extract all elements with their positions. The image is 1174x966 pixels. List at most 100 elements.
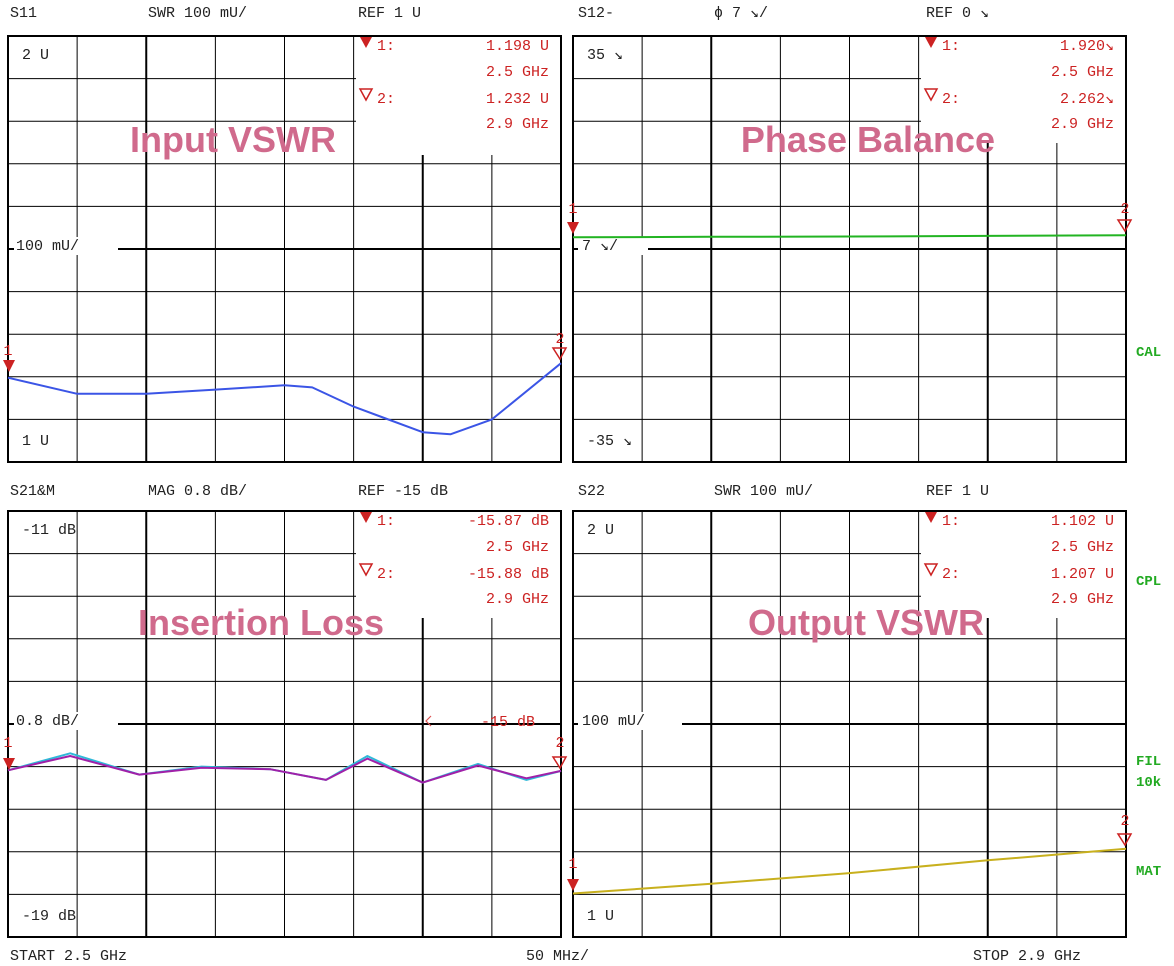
grid [573, 36, 1126, 462]
scale-label: SWR 100 mU/ [714, 483, 813, 500]
trace-line-0 [7, 362, 562, 436]
marker-2-id: 2: [942, 566, 960, 583]
side-label-cal: CAL [1136, 345, 1161, 361]
y-bottom-label: -19 dB [22, 908, 76, 925]
ref-level-bracket [425, 715, 432, 727]
marker-2-symbol [358, 88, 374, 102]
scale-label: MAG 0.8 dB/ [148, 483, 247, 500]
marker-1-value: 1.198 U [486, 38, 549, 55]
panel-phase-balance: S12- ϕ 7 ↘/ REF 0 ↘ 35 ↘ 7 ↘/ -35 ↘ 1: 1… [567, 5, 1133, 463]
marker-1-freq: 2.5 GHz [486, 64, 549, 81]
marker-2-value: 1.232 U [486, 91, 549, 108]
marker-2-value: -15.88 dB [468, 566, 549, 583]
y-top-label: 35 ↘ [587, 47, 623, 64]
marker-1-id: 1: [942, 513, 960, 530]
trace-marker-1 [3, 360, 15, 372]
marker-1-value: 1.102 U [1051, 513, 1114, 530]
trace-marker-2 [551, 756, 568, 770]
marker-box [921, 37, 1125, 143]
y-bottom-label: 1 U [587, 908, 614, 925]
trace-marker-2-label: 2 [1120, 813, 1129, 830]
side-label-cpl: CPL [1136, 574, 1161, 590]
marker-1-id: 1: [942, 38, 960, 55]
param-label: S11 [10, 5, 37, 22]
panel-insertion-loss: S21&M MAG 0.8 dB/ REF -15 dB -11 dB 0.8 … [3, 483, 568, 938]
param-label: S21&M [10, 483, 55, 500]
side-label-mat: MAT [1136, 864, 1161, 880]
y-bottom-label: 1 U [22, 433, 49, 450]
y-scale-label: 100 mU/ [582, 713, 645, 730]
trace-marker-1 [567, 222, 579, 234]
marker-1-value: 1.920↘ [1060, 38, 1114, 55]
marker-1-freq: 2.5 GHz [486, 539, 549, 556]
trace-line-0 [572, 234, 1127, 239]
y-top-label: 2 U [587, 522, 614, 539]
marker-2-value: 1.207 U [1051, 566, 1114, 583]
trace-marker-1-label: 1 [568, 201, 577, 218]
start-frequency: START 2.5 GHz [10, 948, 127, 965]
traces [7, 362, 562, 436]
trace-marker-2 [1116, 219, 1133, 233]
marker-1-id: 1: [377, 513, 395, 530]
trace-line-0 [572, 847, 1127, 895]
frequency-division: 50 MHz/ [526, 948, 589, 965]
marker-1-symbol [925, 512, 937, 523]
scale-label: SWR 100 mU/ [148, 5, 247, 22]
panel-output-vswr: S22 SWR 100 mU/ REF 1 U 2 U 100 mU/ 1 U … [567, 483, 1133, 938]
marker-2-id: 2: [942, 91, 960, 108]
panel-input-vswr: S11 SWR 100 mU/ REF 1 U 2 U 100 mU/ 1 U … [3, 5, 568, 463]
trace-marker-2-label: 2 [555, 735, 564, 752]
marker-1-freq: 2.5 GHz [1051, 539, 1114, 556]
trace-marker-1-label: 1 [3, 735, 12, 752]
trace-marker-2 [1116, 833, 1133, 847]
ref-label: REF 1 U [926, 483, 989, 500]
marker-box [356, 512, 560, 618]
param-label: S12- [578, 5, 614, 22]
marker-box [356, 37, 560, 155]
y-bottom-label: -35 ↘ [587, 433, 632, 450]
side-label-10k: 10k [1136, 775, 1161, 791]
marker-1-id: 1: [377, 38, 395, 55]
trace-line-1 [7, 755, 562, 784]
trace-marker-1-label: 1 [3, 343, 12, 360]
trace-marker-1-label: 1 [568, 856, 577, 873]
ref-label: REF -15 dB [358, 483, 448, 500]
panel-title: Insertion Loss [138, 602, 384, 643]
marker-1-symbol [360, 37, 372, 48]
y-scale-label: 7 ↘/ [582, 238, 618, 255]
stop-frequency: STOP 2.9 GHz [973, 948, 1081, 965]
marker-1-symbol [925, 37, 937, 48]
traces [572, 234, 1127, 239]
marker-1-symbol [360, 512, 372, 523]
marker-2-freq: 2.9 GHz [486, 116, 549, 133]
trace-marker-2-label: 2 [1120, 201, 1129, 218]
panel-title: Output VSWR [748, 602, 984, 643]
side-label-fil: FIL [1136, 754, 1161, 770]
marker-2-freq: 2.9 GHz [486, 591, 549, 608]
trace-marker-2 [551, 347, 568, 361]
marker-2-symbol [923, 88, 939, 102]
traces [7, 752, 562, 784]
trace-marker-1 [567, 879, 579, 891]
marker-2-symbol [358, 563, 374, 577]
trace-marker-1 [3, 758, 15, 770]
ref-label: REF 1 U [358, 5, 421, 22]
marker-2-freq: 2.9 GHz [1051, 116, 1114, 133]
marker-2-id: 2: [377, 91, 395, 108]
marker-2-id: 2: [377, 566, 395, 583]
marker-2-freq: 2.9 GHz [1051, 591, 1114, 608]
param-label: S22 [578, 483, 605, 500]
ref-level-label: -15 dB [481, 714, 535, 731]
panel-title: Input VSWR [130, 119, 336, 160]
scale-label: ϕ 7 ↘/ [714, 5, 768, 22]
y-scale-label: 100 mU/ [16, 238, 79, 255]
panel-title: Phase Balance [741, 119, 995, 160]
marker-1-value: -15.87 dB [468, 513, 549, 530]
marker-box [921, 512, 1125, 618]
ref-label: REF 0 ↘ [926, 5, 989, 22]
grid [8, 511, 561, 937]
y-scale-label: 0.8 dB/ [16, 713, 79, 730]
traces [572, 847, 1127, 895]
trace-marker-2-label: 2 [555, 331, 564, 348]
